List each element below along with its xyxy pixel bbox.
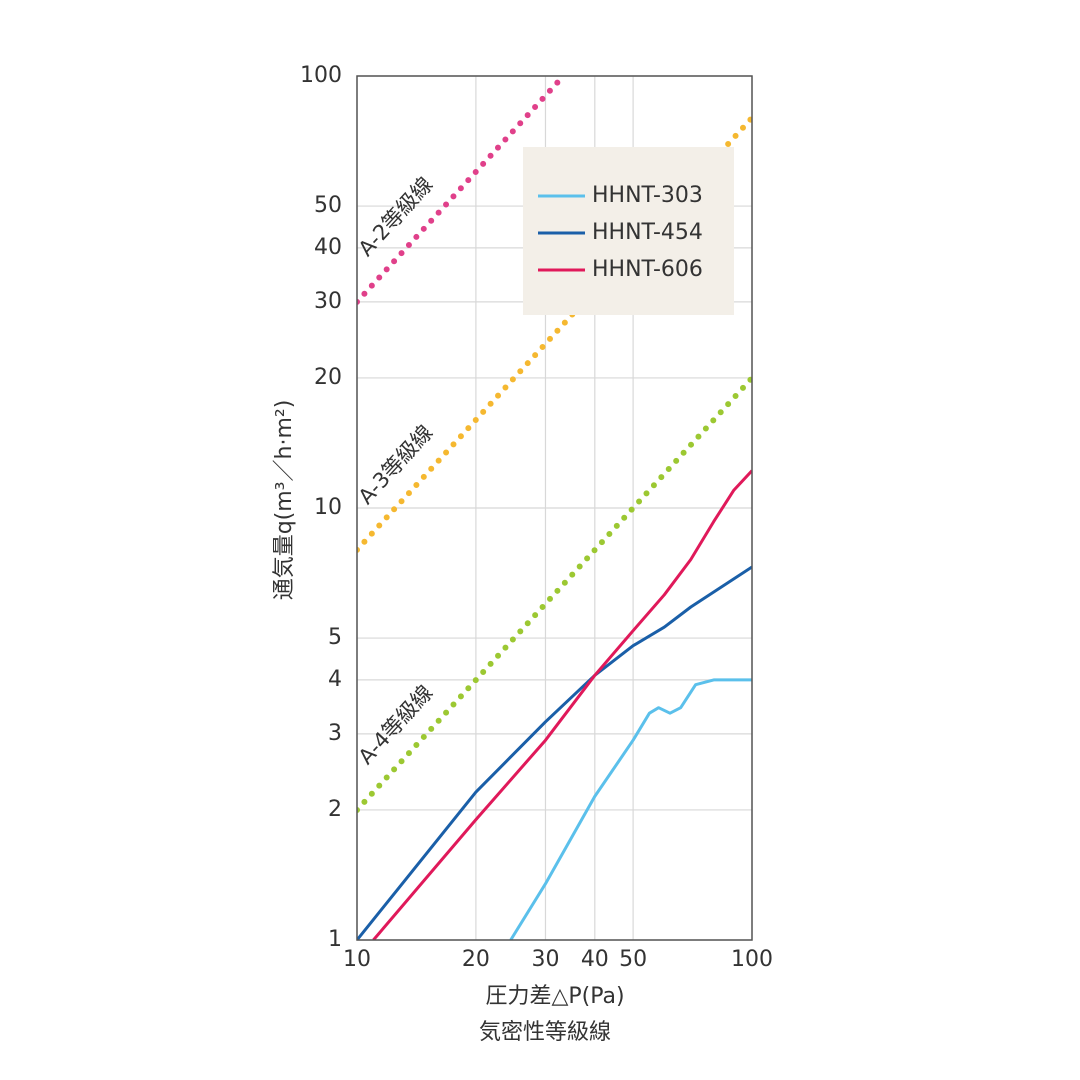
plot-area bbox=[357, 76, 752, 940]
legend-label: HHNT-606 bbox=[592, 257, 703, 282]
y-tick-label: 1 bbox=[328, 927, 342, 952]
grade-line bbox=[357, 114, 752, 553]
x-tick-label: 20 bbox=[462, 947, 490, 972]
x-tick-label: 50 bbox=[619, 947, 647, 972]
grade-line-label: A-4等級線 bbox=[354, 681, 438, 769]
x-tick-label: 10 bbox=[343, 947, 371, 972]
y-tick-label: 5 bbox=[328, 625, 342, 650]
x-tick-label: 100 bbox=[731, 947, 773, 972]
y-tick-label: 100 bbox=[300, 63, 342, 88]
legend-label: HHNT-303 bbox=[592, 183, 703, 208]
y-tick-label: 50 bbox=[314, 193, 342, 218]
y-tick-label: 2 bbox=[328, 797, 342, 822]
legend-box bbox=[523, 147, 734, 315]
y-axis-label: 通気量q(m³／h·m²) bbox=[272, 400, 297, 601]
x-axis-label: 圧力差△P(Pa) bbox=[485, 984, 624, 1009]
legend-label: HHNT-454 bbox=[592, 220, 703, 245]
grade-line-label: A-3等級線 bbox=[354, 420, 438, 508]
grade-line bbox=[357, 76, 567, 305]
plot-frame bbox=[356, 75, 753, 941]
y-tick-label: 4 bbox=[328, 667, 342, 692]
x-tick-label: 40 bbox=[581, 947, 609, 972]
y-tick-label: 3 bbox=[328, 721, 342, 746]
y-tick-label: 40 bbox=[314, 235, 342, 260]
grade-line bbox=[357, 375, 752, 813]
series-line bbox=[509, 678, 752, 940]
y-tick-label: 30 bbox=[314, 289, 342, 314]
series-line bbox=[372, 469, 752, 940]
x-tick-label: 30 bbox=[531, 947, 559, 972]
y-tick-label: 10 bbox=[314, 495, 342, 520]
series-line bbox=[357, 565, 752, 940]
caption: 気密性等級線 bbox=[479, 1020, 611, 1045]
y-tick-label: 20 bbox=[314, 365, 342, 390]
